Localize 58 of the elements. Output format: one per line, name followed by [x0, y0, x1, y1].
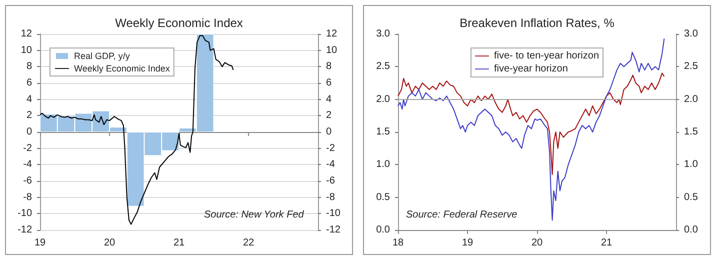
annotation: Source: New York Fed: [204, 210, 304, 220]
y2-tick-label: 3.0: [684, 28, 698, 40]
y-tick-label: 2.5: [376, 61, 390, 72]
y2-tick-label: 12: [326, 28, 338, 40]
line-series: [398, 72, 665, 175]
y2-tick-label: -4: [326, 159, 336, 170]
y-tick-label: 6: [26, 78, 32, 88]
chart-title: Weekly Economic Index: [115, 16, 243, 30]
y2-tick-label: 0.5: [684, 192, 698, 203]
y2-tick-label: -8: [326, 192, 336, 203]
y-tick-label: 4: [26, 94, 32, 105]
y-tick-label: 2: [26, 110, 32, 122]
y2-tick-label: 2.5: [684, 61, 698, 72]
y2-tick-label: 1.5: [684, 126, 698, 138]
y2-tick-label: 4: [326, 94, 332, 105]
y-tick-label: 3.0: [376, 28, 390, 40]
chart-title: Breakeven Inflation Rates, %: [460, 16, 615, 30]
y2-tick-label: -6: [326, 176, 336, 186]
x-tick-label: 18: [392, 238, 404, 248]
y-tick-label: 0: [26, 126, 32, 138]
y2-tick-label: 0: [326, 126, 332, 138]
y-tick-label: 1.5: [376, 126, 390, 138]
y2-tick-label: -10: [326, 208, 341, 220]
y-tick-label: 0.5: [376, 192, 390, 203]
y-tick-label: 8: [26, 61, 32, 72]
y-tick-label: -6: [23, 176, 32, 186]
x-tick-label: 19: [462, 238, 474, 248]
y-tick-label: -4: [23, 159, 32, 170]
y2-tick-label: -2: [326, 142, 336, 154]
y2-tick-label: 2.0: [684, 94, 698, 105]
x-tick-label: 20: [531, 238, 543, 248]
line-series: [398, 38, 665, 221]
y-tick-label: -12: [18, 224, 32, 236]
y2-tick-label: 1.0: [684, 159, 698, 170]
x-tick-label: 21: [600, 238, 612, 248]
y2-tick-label: -12: [326, 224, 341, 236]
y2-tick-label: 2: [326, 110, 332, 122]
legend-label: Weekly Economic Index: [74, 64, 170, 74]
y-tick-label: 10: [20, 44, 32, 56]
legend-label: Real GDP, y/y: [74, 51, 130, 61]
y-tick-label: 1.0: [376, 159, 390, 170]
y-tick-label: -2: [23, 142, 32, 154]
x-tick-label: 19: [34, 238, 46, 248]
y-tick-label: 2.0: [376, 94, 390, 105]
x-tick-label: 21: [173, 238, 185, 248]
legend-label: five- to ten-year horizon: [494, 50, 600, 62]
y-tick-label: -8: [23, 192, 32, 203]
y2-tick-label: 10: [326, 44, 338, 56]
x-tick-label: 20: [104, 238, 116, 248]
y2-tick-label: 8: [326, 61, 332, 72]
y2-tick-label: 0.0: [684, 224, 698, 236]
y-tick-label: -10: [18, 208, 32, 220]
legend-label: five-year horizon: [494, 64, 568, 74]
y2-tick-label: 6: [326, 78, 332, 88]
y-tick-label: 0.0: [376, 224, 390, 236]
annotation: Source: Federal Reserve: [406, 210, 518, 220]
y-tick-label: 12: [20, 28, 32, 40]
x-tick-label: 22: [242, 238, 254, 248]
